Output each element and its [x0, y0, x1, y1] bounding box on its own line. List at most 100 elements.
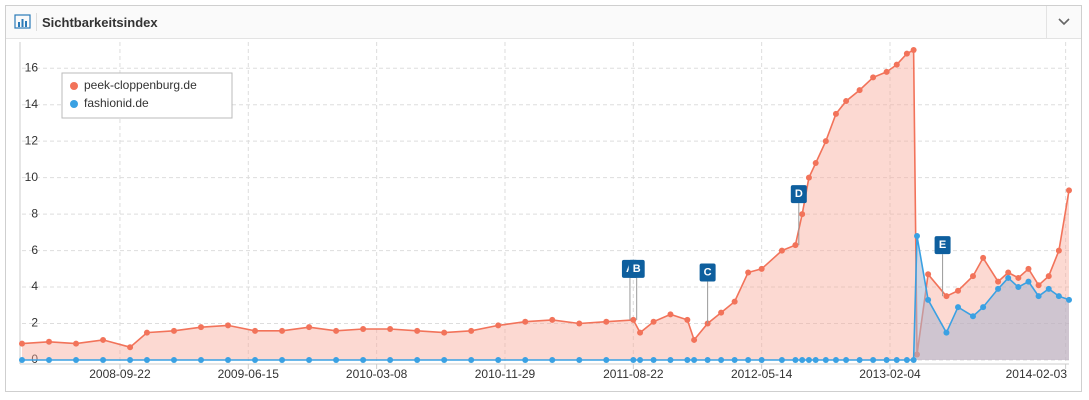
- data-point: [995, 278, 1002, 285]
- data-point: [495, 357, 502, 363]
- data-point: [943, 293, 950, 300]
- data-point: [414, 357, 421, 363]
- data-point: [883, 68, 890, 75]
- data-point: [630, 316, 637, 323]
- data-point: [856, 87, 863, 94]
- data-point: [980, 304, 987, 311]
- data-point: [73, 357, 80, 363]
- data-point: [903, 357, 910, 363]
- data-point: [792, 357, 799, 363]
- data-point: [778, 247, 785, 254]
- series-area: [22, 50, 1069, 360]
- data-point: [576, 357, 583, 363]
- y-tick-label: 12: [25, 133, 39, 147]
- data-point: [1066, 187, 1072, 194]
- data-point: [522, 318, 529, 325]
- data-point: [883, 357, 890, 363]
- data-point: [252, 357, 259, 363]
- data-point: [856, 357, 863, 363]
- event-flag: [934, 236, 951, 255]
- data-point: [893, 61, 900, 68]
- data-point: [969, 273, 976, 280]
- data-point: [667, 357, 674, 363]
- panel: Sichtbarkeitsindex: [5, 5, 1082, 392]
- legend-marker: [70, 100, 78, 108]
- data-point: [731, 298, 738, 305]
- data-point: [799, 357, 806, 363]
- data-point: [100, 336, 107, 343]
- data-point: [1025, 265, 1032, 272]
- event-flag: [790, 185, 807, 204]
- legend-label: fashionid.de: [84, 96, 149, 110]
- data-point: [549, 357, 556, 363]
- data-point: [73, 340, 80, 347]
- y-tick-label: 2: [31, 316, 38, 330]
- collapse-button[interactable]: [1046, 6, 1081, 38]
- data-point: [630, 357, 637, 363]
- chart-icon: [14, 14, 31, 29]
- data-point: [812, 357, 819, 363]
- data-point: [495, 322, 502, 329]
- data-point: [360, 326, 367, 332]
- data-point: [1066, 296, 1072, 303]
- data-point: [637, 329, 644, 336]
- data-point: [387, 326, 394, 332]
- data-point: [980, 254, 987, 261]
- data-point: [1045, 285, 1052, 292]
- data-point: [441, 329, 448, 336]
- data-point: [914, 233, 921, 239]
- data-point: [1005, 274, 1012, 281]
- data-point: [718, 309, 725, 316]
- data-point: [822, 138, 829, 145]
- data-point: [100, 357, 107, 363]
- data-point: [19, 357, 25, 363]
- data-point: [684, 357, 691, 363]
- data-point: [832, 357, 839, 363]
- data-point: [893, 357, 900, 363]
- data-point: [691, 336, 698, 343]
- data-point: [910, 357, 917, 363]
- data-point: [1055, 293, 1062, 300]
- data-point: [127, 357, 134, 363]
- data-point: [805, 174, 812, 181]
- y-tick-label: 10: [25, 170, 39, 184]
- x-tick-label: 2014-02-03: [1006, 367, 1068, 381]
- data-point: [955, 304, 962, 311]
- data-point: [1045, 273, 1052, 280]
- data-point: [718, 357, 725, 363]
- event-label: B: [633, 263, 641, 275]
- data-point: [650, 357, 657, 363]
- data-point: [549, 316, 556, 323]
- data-point: [843, 98, 850, 105]
- x-tick-label: 2013-02-04: [859, 367, 921, 381]
- y-tick-label: 4: [31, 279, 38, 293]
- data-point: [522, 357, 529, 363]
- legend-marker: [70, 82, 78, 90]
- data-point: [731, 357, 738, 363]
- data-point: [799, 211, 806, 218]
- series-line: [22, 235, 1070, 361]
- data-point: [969, 313, 976, 320]
- data-point: [441, 357, 448, 363]
- data-point: [910, 47, 917, 53]
- legend-label: peek-cloppenburg.de: [84, 78, 197, 92]
- data-point: [143, 357, 150, 363]
- data-point: [1035, 293, 1042, 300]
- data-point: [225, 357, 232, 363]
- data-point: [46, 357, 53, 363]
- data-point: [745, 357, 752, 363]
- data-point: [279, 357, 286, 363]
- x-tick-label: 2010-11-29: [475, 367, 536, 381]
- x-tick-label: 2008-09-22: [89, 367, 151, 381]
- data-point: [198, 357, 205, 363]
- data-point: [870, 357, 877, 363]
- data-point: [903, 50, 910, 57]
- event-label: E: [939, 239, 946, 251]
- data-point: [306, 324, 313, 331]
- data-point: [925, 271, 932, 278]
- data-point: [745, 269, 752, 276]
- separator: [36, 13, 37, 31]
- data-point: [46, 338, 53, 345]
